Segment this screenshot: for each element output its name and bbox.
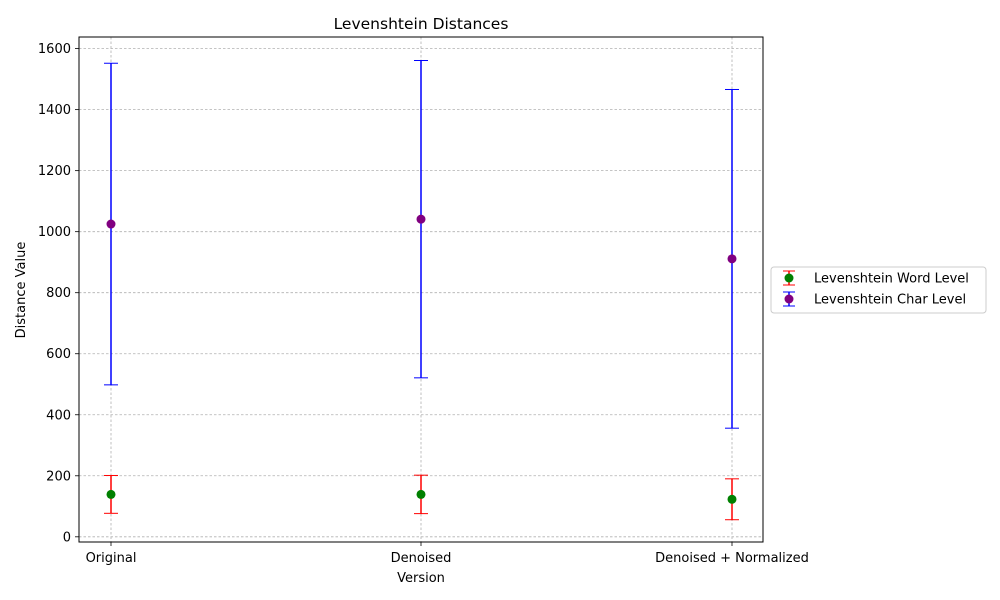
y-tick-label: 0 [63,530,71,545]
y-tick-label: 400 [46,408,71,423]
data-point [416,214,426,224]
chart-title: Levenshtein Distances [334,15,509,33]
data-point [106,219,116,229]
legend: Levenshtein Word Level Levenshtein Char L… [770,266,987,314]
data-markers [106,214,737,504]
y-tick-label: 1200 [38,164,71,179]
x-axis-label: Version [397,571,445,586]
y-tick-label: 800 [46,286,71,301]
data-point [727,494,737,504]
x-tick-label: Denoised + Normalized [655,551,809,566]
legend-box [770,266,987,314]
y-tick-label: 1000 [38,225,71,240]
x-tick-label: Denoised [391,551,452,566]
data-point [106,489,116,499]
x-axis-ticks: Original Denoised Denoised + Normalized [86,542,809,566]
x-tick-label: Original [86,551,137,566]
legend-label: Levenshtein Word Level [814,272,969,287]
y-tick-label: 600 [46,347,71,362]
legend-label: Levenshtein Char Level [814,293,966,308]
y-axis-label: Distance Value [14,242,29,339]
y-tick-label: 1600 [38,42,71,57]
legend-marker [784,273,794,283]
data-point [727,254,737,264]
data-point [416,489,426,499]
y-tick-label: 1400 [38,103,71,118]
y-tick-label: 200 [46,469,71,484]
legend-marker [784,294,794,304]
y-axis-ticks: 0 200 400 600 800 1000 1200 1400 1600 [38,42,79,545]
